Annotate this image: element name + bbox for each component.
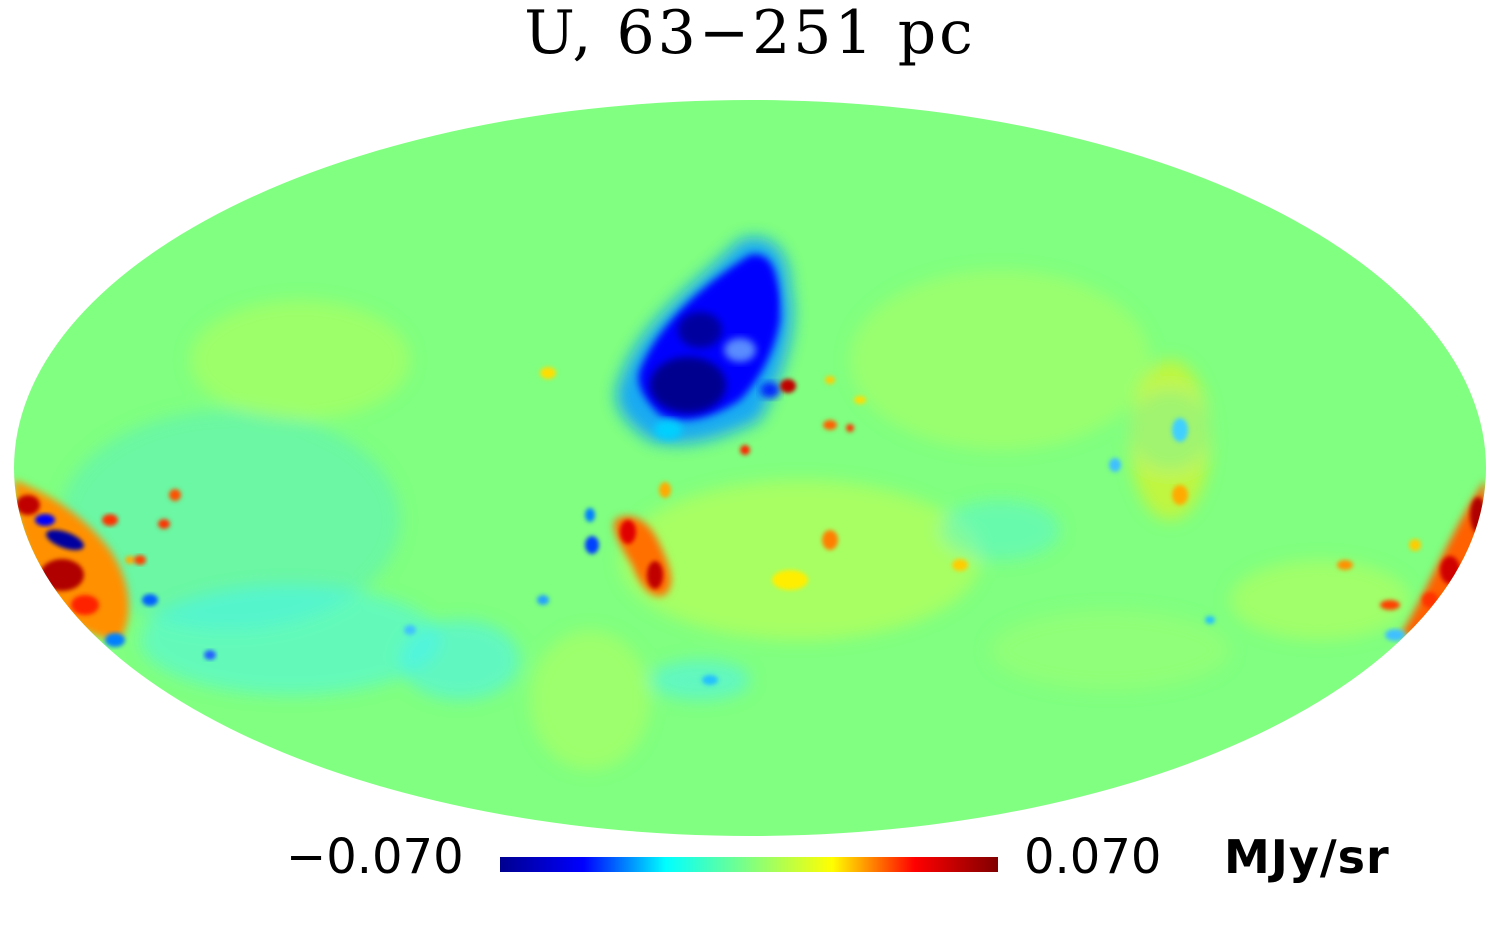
colorbar-min-label: −0.070 bbox=[286, 829, 464, 885]
negative-cloud bbox=[616, 237, 793, 444]
red-streak bbox=[613, 516, 672, 596]
colorbar-unit-label: MJy/sr bbox=[1224, 830, 1390, 884]
diffuse-structure bbox=[60, 270, 1410, 770]
map-title: U, 63−251 pc bbox=[524, 0, 976, 68]
colorbar-max-label: 0.070 bbox=[1024, 829, 1162, 885]
sky-map-content bbox=[14, 100, 1486, 836]
positive-features bbox=[125, 367, 1400, 610]
left-edge-features bbox=[14, 480, 216, 660]
small-negative-features bbox=[404, 418, 1215, 685]
colorbar bbox=[500, 857, 998, 872]
